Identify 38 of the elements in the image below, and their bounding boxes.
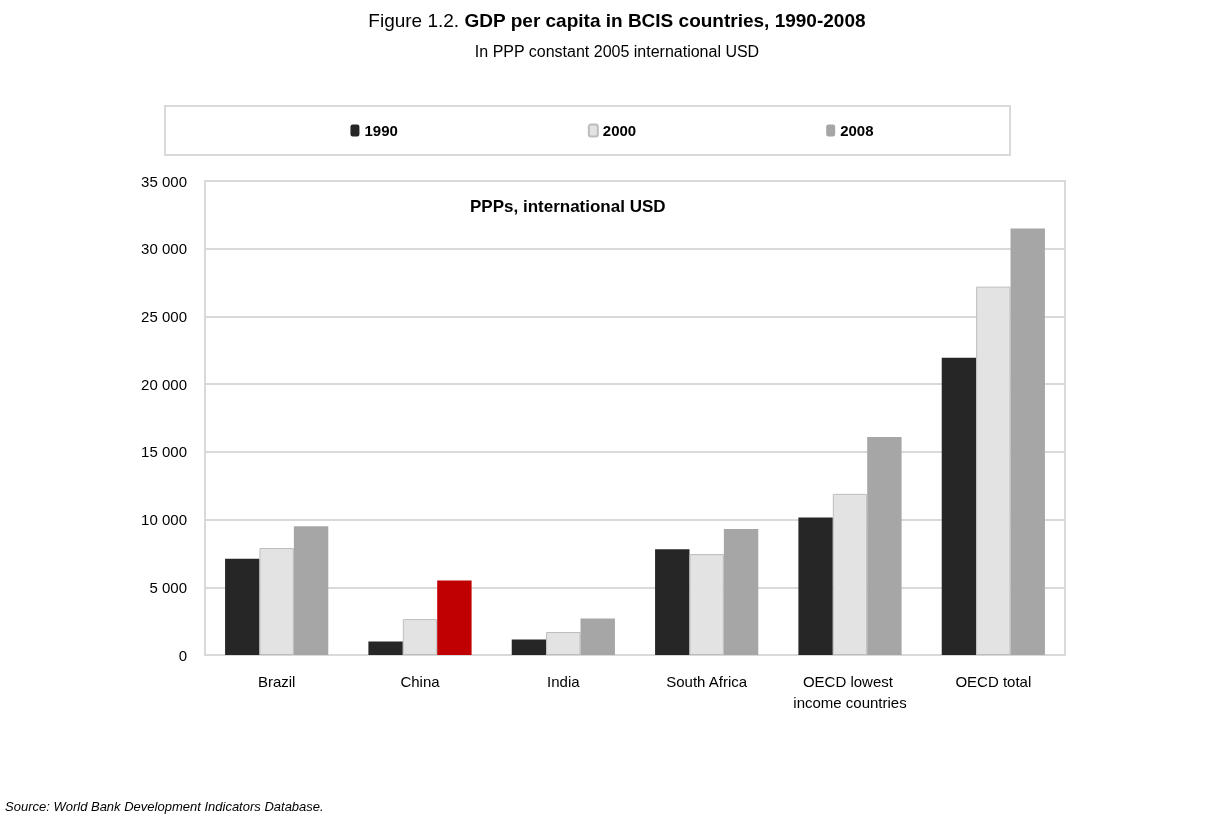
source-note: Source: World Bank Development Indicators Database. <box>5 799 324 814</box>
legend-label: 2000 <box>602 122 637 139</box>
y-tick-label: 0 <box>178 646 187 664</box>
x-tick-label: China <box>400 673 441 690</box>
bar <box>689 554 724 655</box>
y-tick-label: 5 000 <box>149 578 187 596</box>
x-tick-label: South Africa <box>666 673 748 690</box>
y-tick-label: 25 000 <box>141 307 187 325</box>
x-tick-label: OECD lowest income countries <box>793 673 907 711</box>
x-tick-label: Brazil <box>257 673 296 690</box>
bar <box>511 639 547 655</box>
bar <box>1010 228 1045 655</box>
bar <box>402 619 438 655</box>
legend-label: 2008 <box>840 122 874 139</box>
x-tick-label: OECD total <box>955 673 1032 690</box>
bar <box>368 641 403 655</box>
bar <box>546 631 581 655</box>
bar <box>437 580 472 655</box>
bar <box>655 549 690 655</box>
legend-label: 1990 <box>364 122 398 139</box>
y-tick-label: 30 000 <box>141 240 187 258</box>
y-tick-label: 35 000 <box>141 172 187 190</box>
bar <box>798 517 833 655</box>
bar <box>867 436 902 655</box>
bar <box>225 558 260 655</box>
bar <box>832 493 868 655</box>
bar <box>723 529 759 655</box>
bar <box>580 618 615 655</box>
x-tick-label: India <box>547 673 581 690</box>
y-tick-label: 10 000 <box>141 511 187 529</box>
bar <box>259 548 294 655</box>
bar <box>293 526 329 655</box>
chart-subtitle: In PPP constant 2005 international USD <box>474 42 760 60</box>
chart-title: Figure 1.2. GDP per capita in BCIS countries, 1990-2008 <box>368 10 866 31</box>
annotation: PPPs, international USD <box>470 197 666 216</box>
bar <box>941 357 977 655</box>
y-tick-label: 15 000 <box>141 443 187 461</box>
y-tick-label: 20 000 <box>141 375 187 393</box>
